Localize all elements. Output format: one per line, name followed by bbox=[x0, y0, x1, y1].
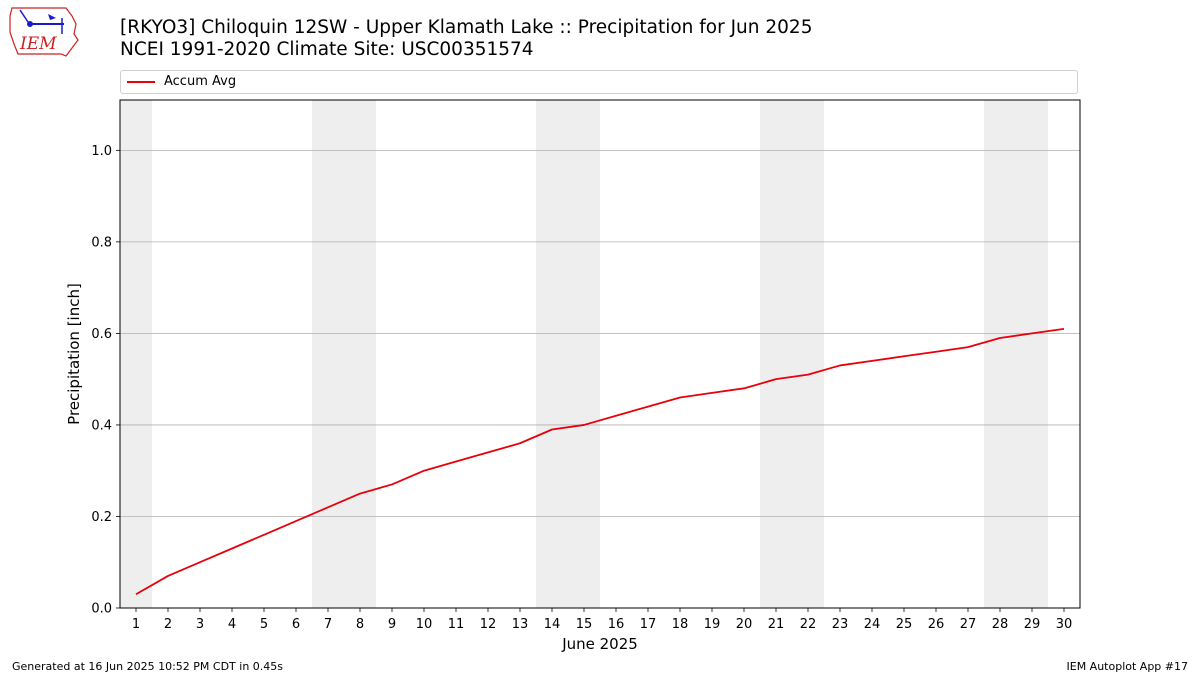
x-tick-label: 1 bbox=[132, 617, 140, 632]
x-tick-label: 17 bbox=[640, 617, 657, 632]
x-tick-label: 9 bbox=[388, 617, 396, 632]
data-point bbox=[711, 392, 713, 394]
x-tick-label: 21 bbox=[768, 617, 785, 632]
data-point bbox=[455, 461, 457, 463]
x-tick-label: 25 bbox=[896, 617, 913, 632]
x-tick-label: 7 bbox=[324, 617, 332, 632]
x-tick-label: 24 bbox=[864, 617, 881, 632]
x-tick-label: 28 bbox=[992, 617, 1009, 632]
x-tick-label: 13 bbox=[512, 617, 529, 632]
series-line-accum-avg bbox=[135, 327, 1065, 596]
data-point bbox=[391, 483, 393, 485]
weekend-band bbox=[760, 100, 824, 608]
x-tick-label: 2 bbox=[164, 617, 172, 632]
x-tick-label: 30 bbox=[1056, 617, 1073, 632]
x-tick-label: 15 bbox=[576, 617, 593, 632]
x-tick-label: 8 bbox=[356, 617, 364, 632]
footer-generated-text: Generated at 16 Jun 2025 10:52 PM CDT in… bbox=[12, 660, 284, 673]
legend: Accum Avg bbox=[120, 70, 1078, 94]
y-tick-label: 0.0 bbox=[91, 602, 112, 617]
data-point bbox=[935, 351, 937, 353]
data-point bbox=[775, 378, 777, 380]
x-tick-label: 6 bbox=[292, 617, 300, 632]
data-point bbox=[615, 415, 617, 417]
weekend-band bbox=[984, 100, 1048, 608]
data-point bbox=[1063, 328, 1065, 330]
x-tick-label: 18 bbox=[672, 617, 689, 632]
x-tick-label: 14 bbox=[544, 617, 561, 632]
data-point bbox=[551, 429, 553, 431]
y-tick-label: 0.2 bbox=[91, 510, 112, 525]
logo-station-dot bbox=[27, 21, 33, 27]
data-point bbox=[999, 337, 1001, 339]
data-point bbox=[263, 534, 265, 536]
logo-text: IEM bbox=[19, 34, 57, 54]
x-tick-label: 10 bbox=[416, 617, 433, 632]
iem-logo: IEM bbox=[9, 7, 79, 57]
x-tick-label: 19 bbox=[704, 617, 721, 632]
legend-swatch-accum-avg bbox=[127, 81, 155, 83]
x-tick-label: 29 bbox=[1024, 617, 1041, 632]
data-point bbox=[743, 387, 745, 389]
footer-app-text: IEM Autoplot App #17 bbox=[1066, 660, 1189, 673]
x-tick-label: 16 bbox=[608, 617, 625, 632]
legend-label-accum-avg: Accum Avg bbox=[164, 74, 237, 89]
data-point bbox=[231, 548, 233, 550]
y-tick-label: 0.4 bbox=[91, 418, 112, 433]
x-tick-label: 5 bbox=[260, 617, 268, 632]
x-tick-label: 12 bbox=[480, 617, 497, 632]
data-point bbox=[167, 575, 169, 577]
x-tick-label: 23 bbox=[832, 617, 849, 632]
x-tick-label: 3 bbox=[196, 617, 204, 632]
weekend-band bbox=[120, 100, 152, 608]
data-point bbox=[1031, 332, 1033, 334]
logo-barb bbox=[19, 9, 29, 23]
data-point bbox=[327, 506, 329, 508]
data-point bbox=[295, 520, 297, 522]
data-point bbox=[967, 346, 969, 348]
weekend-band bbox=[312, 100, 376, 608]
plot-frame bbox=[119, 99, 1081, 609]
chart-subtitle: NCEI 1991-2020 Climate Site: USC00351574 bbox=[120, 39, 534, 60]
chart-title: [RKYO3] Chiloquin 12SW - Upper Klamath L… bbox=[120, 17, 813, 38]
y-tick-label: 0.6 bbox=[91, 327, 112, 342]
data-point bbox=[487, 451, 489, 453]
x-tick-label: 20 bbox=[736, 617, 753, 632]
x-tick-label: 26 bbox=[928, 617, 945, 632]
x-tick-label: 11 bbox=[448, 617, 465, 632]
y-tick-label: 0.8 bbox=[91, 235, 112, 250]
data-point bbox=[903, 355, 905, 357]
data-point bbox=[423, 470, 425, 472]
x-axis-label: June 2025 bbox=[561, 635, 638, 653]
data-point bbox=[519, 442, 521, 444]
data-point bbox=[199, 561, 201, 563]
iowa-outline-shape bbox=[9, 7, 79, 57]
data-point bbox=[135, 593, 137, 595]
data-point bbox=[359, 493, 361, 495]
weekend-band bbox=[536, 100, 600, 608]
x-tick-label: 4 bbox=[228, 617, 236, 632]
data-point bbox=[583, 424, 585, 426]
y-tick-label: 1.0 bbox=[91, 144, 112, 159]
x-tick-label: 27 bbox=[960, 617, 977, 632]
logo-flag-shape bbox=[48, 14, 56, 20]
data-point bbox=[807, 374, 809, 376]
data-point bbox=[679, 396, 681, 398]
y-axis-label: Precipitation [inch] bbox=[65, 283, 83, 425]
data-point bbox=[871, 360, 873, 362]
data-point bbox=[839, 364, 841, 366]
data-point bbox=[647, 406, 649, 408]
x-tick-label: 22 bbox=[800, 617, 817, 632]
